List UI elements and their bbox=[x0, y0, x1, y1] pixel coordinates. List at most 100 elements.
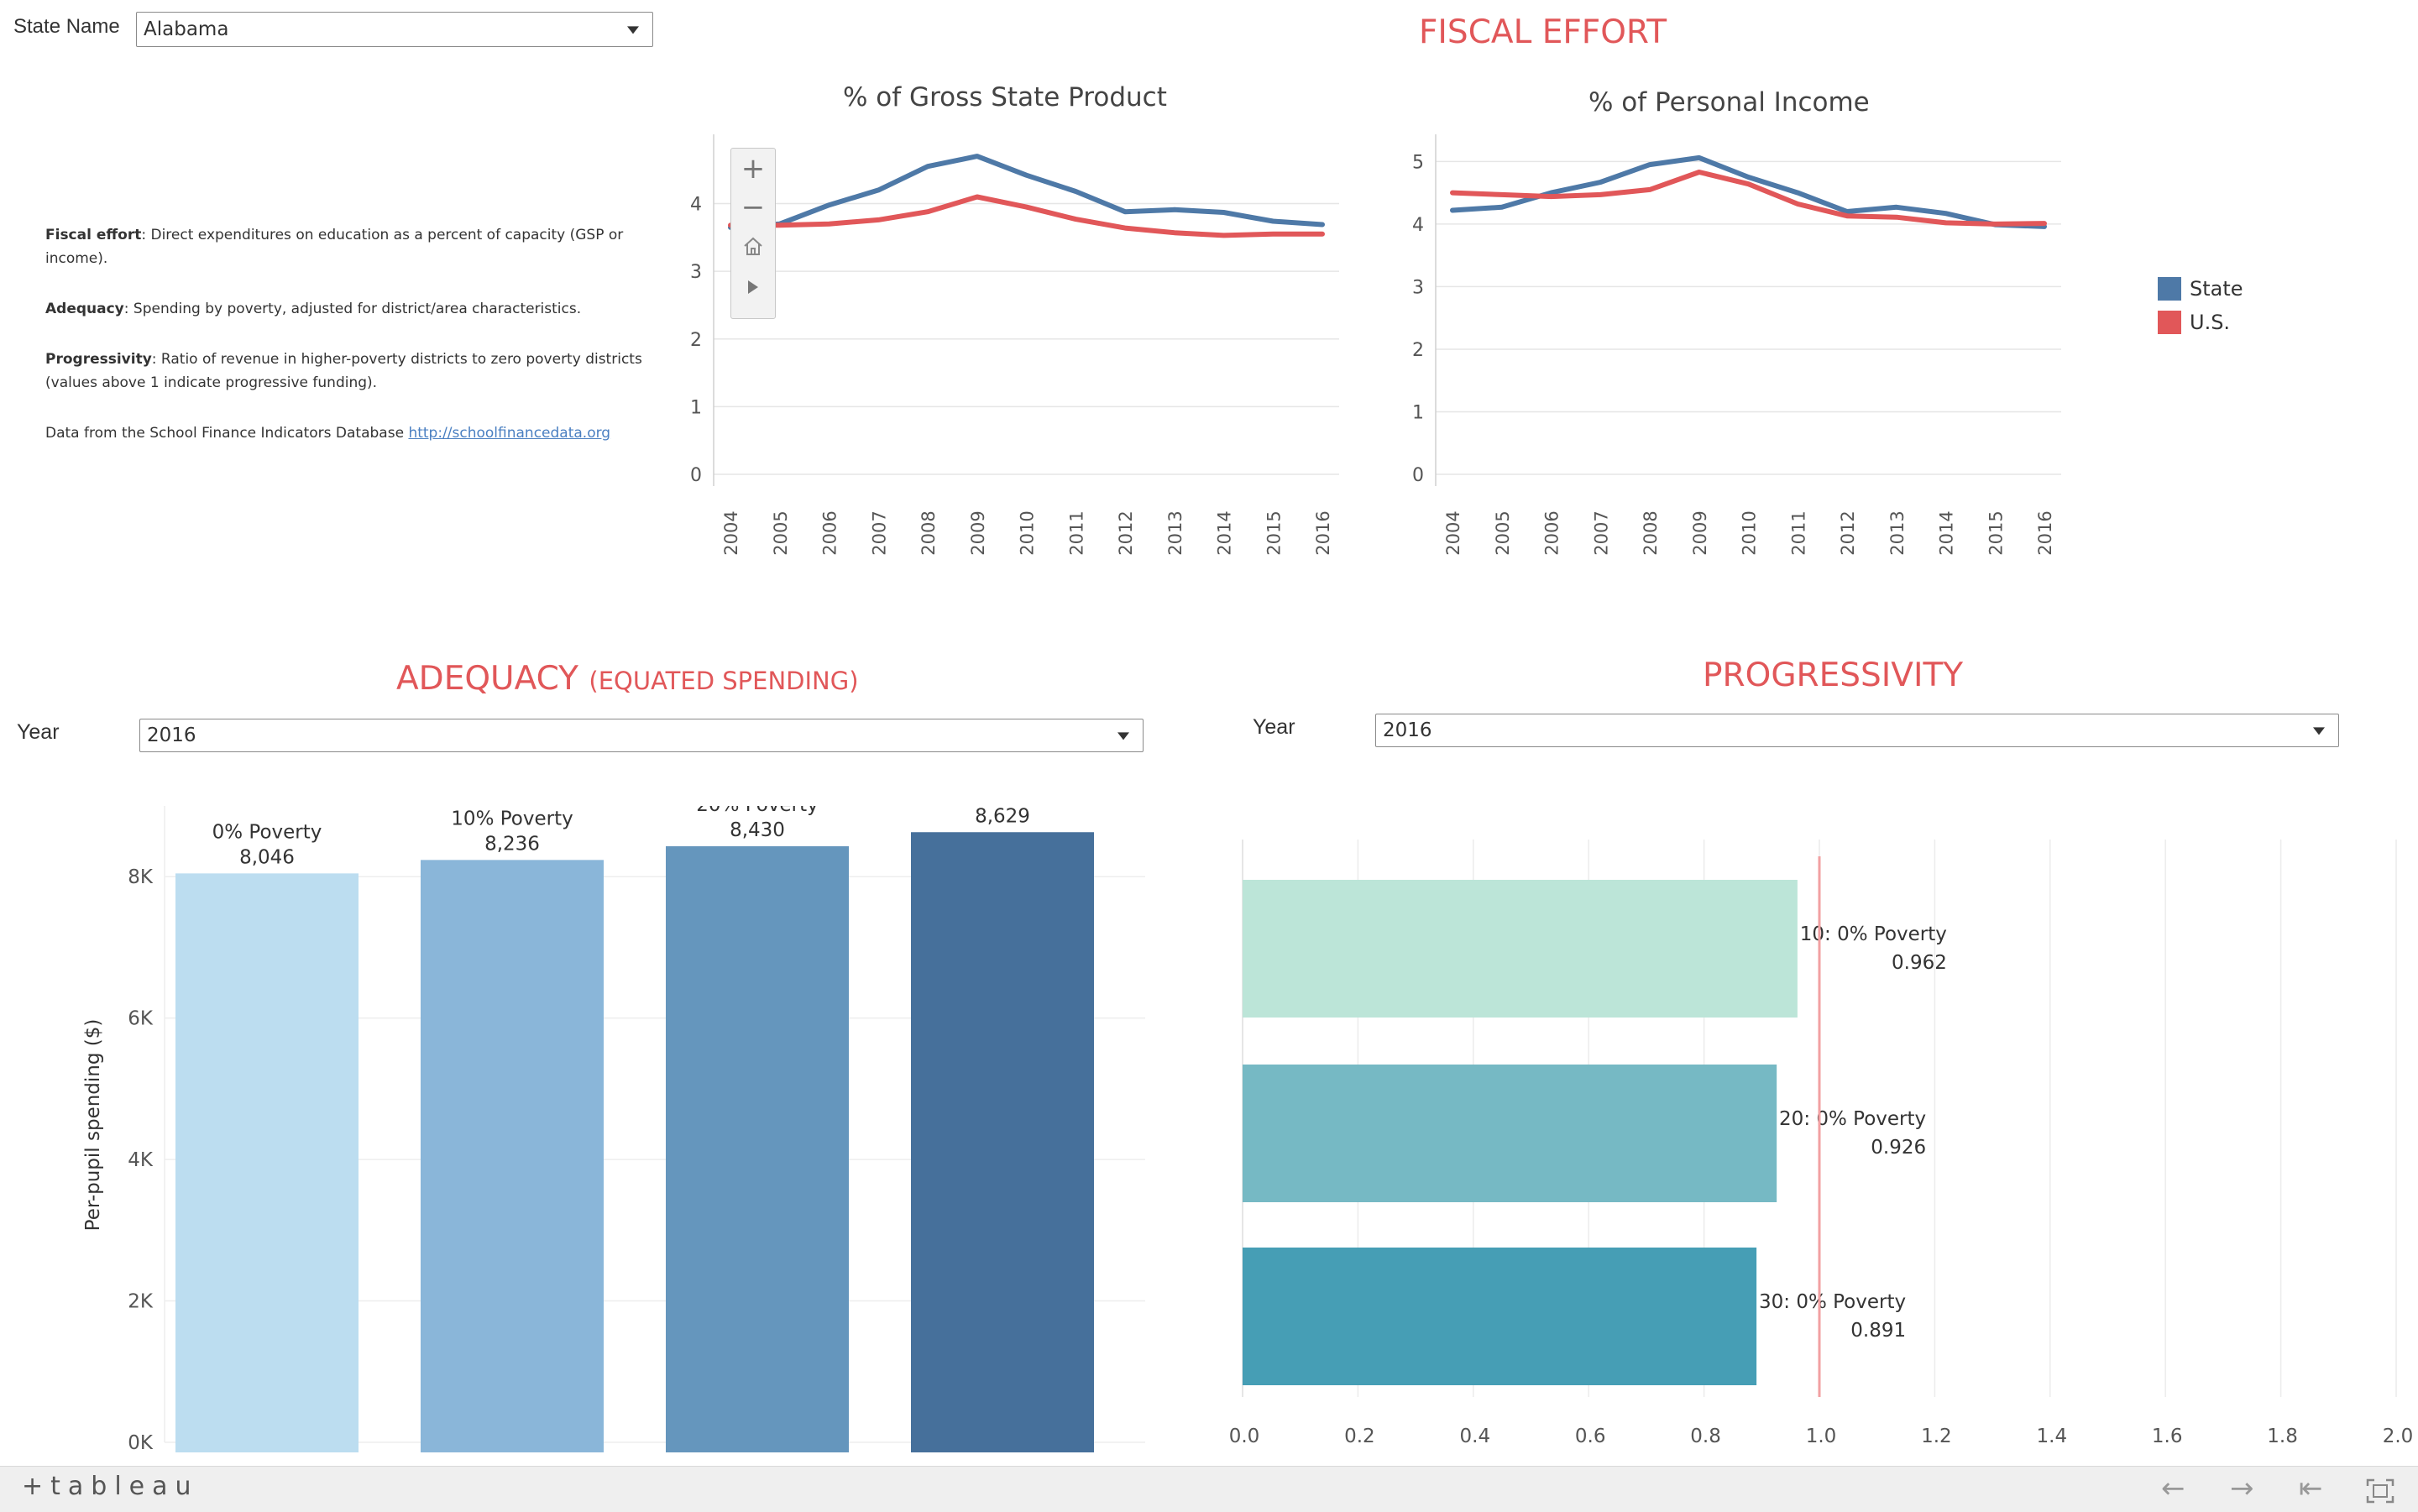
progressivity-definition: : Ratio of revenue in higher-poverty dis… bbox=[45, 351, 642, 391]
bar-category-label: 0% Poverty bbox=[212, 821, 322, 843]
bar-value-label: 0.962 bbox=[1892, 952, 1947, 974]
x-tick-label: 0.2 bbox=[1344, 1426, 1375, 1447]
bar-ratio-30 bbox=[1243, 1248, 1757, 1385]
y-tick-label: 6K bbox=[128, 1008, 154, 1030]
adequacy-title-main: ADEQUACY bbox=[396, 660, 578, 698]
series-line-us bbox=[728, 194, 1325, 238]
revert-icon[interactable]: ⇤ bbox=[2299, 1472, 2323, 1505]
bar-value-label: 0.926 bbox=[1871, 1137, 1926, 1159]
adequacy-definition: : Spending by poverty, adjusted for dist… bbox=[123, 301, 582, 317]
progressivity-term: Progressivity bbox=[45, 351, 152, 368]
bar-value-label: 8,629 bbox=[975, 806, 1030, 827]
fullscreen-icon[interactable] bbox=[2366, 1472, 2394, 1511]
y-tick-label: 2 bbox=[690, 330, 702, 351]
bar-10pct-poverty bbox=[421, 860, 604, 1452]
x-tick-label: 2006 bbox=[820, 510, 840, 555]
x-tick-label: 2008 bbox=[1641, 510, 1661, 555]
gsp-chart-title: % of Gross State Product bbox=[843, 82, 1167, 112]
x-tick-label: 0.6 bbox=[1575, 1426, 1606, 1447]
x-tick-label: 1.6 bbox=[2152, 1426, 2183, 1447]
description-panel: Fiscal effort: Direct expenditures on ed… bbox=[45, 223, 650, 472]
x-tick-label: 0.8 bbox=[1690, 1426, 1721, 1447]
legend-swatch-state bbox=[2158, 277, 2181, 301]
play-icon[interactable] bbox=[731, 268, 775, 305]
x-tick-label: 2009 bbox=[968, 510, 988, 555]
bar-category-label: 10: 0% Poverty bbox=[1800, 923, 1947, 945]
y-tick-label: 8K bbox=[128, 866, 154, 888]
x-tick-label: 2014 bbox=[1937, 510, 1957, 555]
x-tick-label: 2011 bbox=[1066, 510, 1086, 555]
legend-label-state: State bbox=[2190, 277, 2243, 301]
fiscal-term: Fiscal effort bbox=[45, 227, 142, 243]
bar-30pct-poverty bbox=[911, 832, 1094, 1452]
source-link[interactable]: http://schoolfinancedata.org bbox=[408, 425, 611, 442]
y-tick-label: 4 bbox=[1412, 215, 1424, 236]
y-tick-label: 4K bbox=[128, 1149, 154, 1171]
series-line-us bbox=[1450, 170, 2047, 227]
x-tick-label: 2004 bbox=[721, 510, 741, 555]
adequacy-title-sub: (EQUATED SPENDING) bbox=[589, 667, 859, 695]
adequacy-term: Adequacy bbox=[45, 301, 124, 317]
x-tick-label: 2007 bbox=[1591, 510, 1611, 555]
x-tick-label: 2012 bbox=[1838, 510, 1858, 555]
x-tick-label: 0.4 bbox=[1460, 1426, 1491, 1447]
bar-category-label: 20% Poverty bbox=[696, 806, 818, 816]
y-tick-label: 0 bbox=[690, 465, 702, 486]
state-filter-label: State Name bbox=[13, 15, 120, 38]
bar-value-label: 8,430 bbox=[730, 819, 785, 841]
home-icon[interactable] bbox=[731, 228, 775, 264]
state-select[interactable]: Alabama bbox=[136, 12, 653, 47]
gsp-line-chart: 0 1 2 3 4 2004 2005 2006 2007 2008 2009 2010 2011 201… bbox=[690, 134, 1339, 556]
y-tick-label: 2K bbox=[128, 1291, 154, 1313]
fiscal-effort-title: FISCAL EFFORT bbox=[1419, 13, 1667, 51]
x-tick-label: 2013 bbox=[1165, 510, 1185, 555]
adequacy-year-value: 2016 bbox=[147, 725, 196, 746]
source-text: Data from the School Finance Indicators … bbox=[45, 425, 409, 442]
y-tick-label: 5 bbox=[1412, 152, 1424, 173]
y-tick-label: 3 bbox=[690, 262, 702, 283]
x-tick-label: 1.4 bbox=[2037, 1426, 2068, 1447]
x-tick-label: 2013 bbox=[1887, 510, 1908, 555]
x-tick-label: 2016 bbox=[1313, 510, 1333, 555]
x-tick-label: 2015 bbox=[1264, 510, 1284, 555]
redo-icon[interactable]: → bbox=[2230, 1472, 2254, 1505]
x-tick-label: 2015 bbox=[1986, 510, 2006, 555]
minus-icon[interactable]: − bbox=[741, 191, 766, 224]
tableau-logo[interactable]: +tableau bbox=[22, 1472, 199, 1501]
y-tick-label: 3 bbox=[1412, 277, 1424, 298]
bar-20pct-poverty bbox=[666, 846, 849, 1452]
x-tick-label: 2011 bbox=[1788, 510, 1808, 555]
plus-icon[interactable]: + bbox=[741, 152, 766, 186]
x-tick-label: 2004 bbox=[1443, 510, 1463, 555]
y-tick-label: 2 bbox=[1412, 340, 1424, 361]
progressivity-title: PROGRESSIVITY bbox=[1703, 657, 1964, 694]
income-line-chart: 0 1 2 3 4 5 2004 2005 2006 2007 2008 2009 2010 2011 20… bbox=[1412, 134, 2061, 556]
x-tick-label: 2010 bbox=[1740, 510, 1760, 555]
x-tick-label: 2014 bbox=[1215, 510, 1235, 555]
legend-label-us: U.S. bbox=[2190, 311, 2231, 334]
bar-value-label: 0.891 bbox=[1850, 1320, 1906, 1342]
bar-ratio-20 bbox=[1243, 1065, 1777, 1202]
x-tick-label: 1.8 bbox=[2267, 1426, 2298, 1447]
y-tick-label: 1 bbox=[690, 397, 702, 418]
footer-toolbar: +tableau ← → ⇤ bbox=[0, 1466, 2418, 1512]
x-tick-label: 2007 bbox=[869, 510, 889, 555]
progressivity-year-value: 2016 bbox=[1383, 719, 1432, 741]
chevron-down-icon bbox=[627, 26, 639, 34]
adequacy-year-select[interactable]: 2016 bbox=[139, 719, 1144, 752]
adequacy-bar-chart: 0K 2K 4K 6K 8K Per-pupil spending ($) 0% Pover… bbox=[82, 806, 1145, 1452]
progressivity-year-select[interactable]: 2016 bbox=[1375, 714, 2339, 747]
state-select-value: Alabama bbox=[144, 18, 229, 40]
progressivity-bar-chart: 0.0 0.2 0.4 0.6 0.8 1.0 1.2 1.4 1.6 1.8 2.0 10: 0% … bbox=[1229, 840, 2414, 1447]
bar-category-label: 10% Poverty bbox=[451, 808, 573, 829]
x-tick-label: 2012 bbox=[1116, 510, 1136, 555]
x-tick-label: 2016 bbox=[2035, 510, 2055, 555]
progressivity-year-label: Year bbox=[1253, 715, 1295, 739]
bar-value-label: 8,236 bbox=[484, 833, 540, 855]
x-tick-label: 2010 bbox=[1018, 510, 1038, 555]
undo-icon[interactable]: ← bbox=[2161, 1472, 2185, 1505]
chevron-down-icon bbox=[2313, 727, 2325, 735]
bar-ratio-10 bbox=[1243, 880, 1798, 1018]
x-tick-label: 2.0 bbox=[2383, 1426, 2414, 1447]
series-line-state bbox=[728, 154, 1325, 230]
